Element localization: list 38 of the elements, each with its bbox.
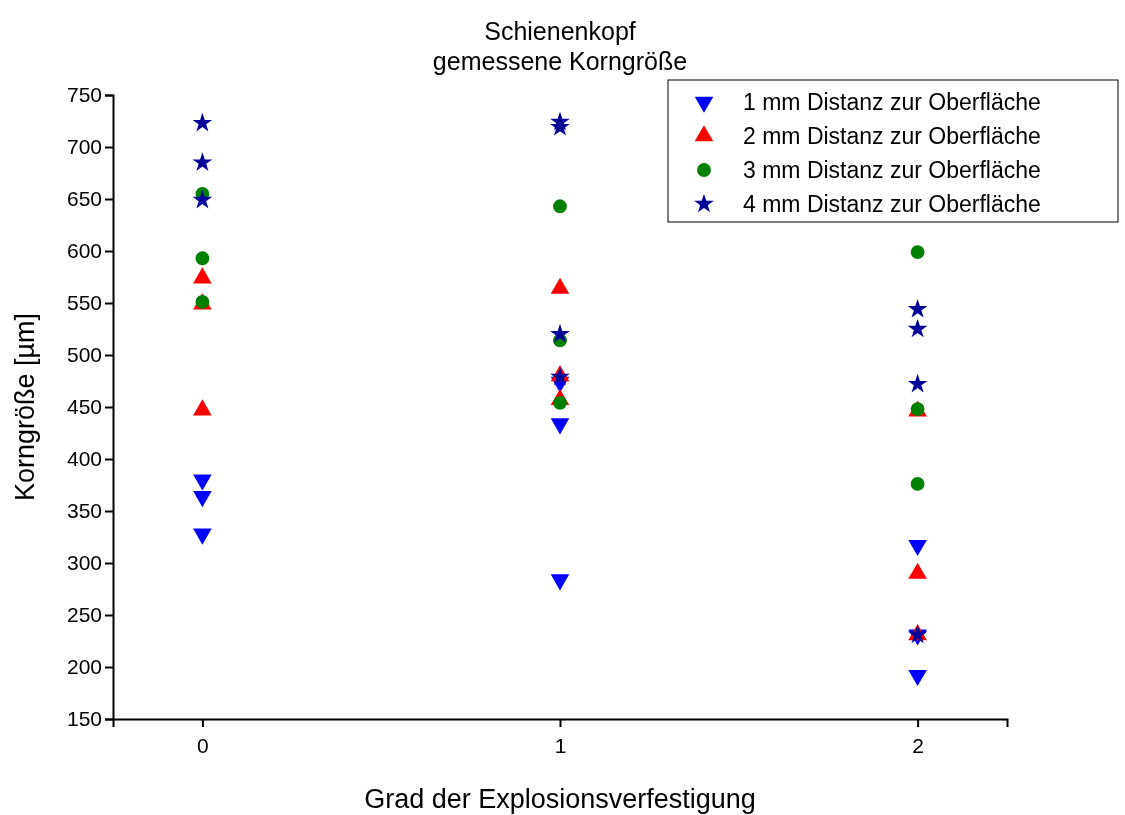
point xyxy=(910,245,925,259)
x-tick-label: 2 xyxy=(912,734,924,758)
point xyxy=(193,267,212,284)
point xyxy=(910,477,925,491)
y-tick-label: 200 xyxy=(66,655,102,679)
point xyxy=(192,112,213,132)
point xyxy=(192,189,213,209)
point xyxy=(908,562,927,579)
point xyxy=(193,399,212,416)
point xyxy=(907,318,928,338)
point xyxy=(907,373,928,393)
point xyxy=(195,251,210,266)
x-tick-label: 0 xyxy=(197,734,209,758)
y-tick-label: 600 xyxy=(66,239,102,263)
y-tick-label: 700 xyxy=(66,135,102,159)
point xyxy=(192,152,213,171)
y-tick-label: 500 xyxy=(66,343,102,367)
point xyxy=(907,298,928,318)
point xyxy=(550,323,570,343)
legend-label: 2 mm Distanz zur Oberfläche xyxy=(743,123,1041,150)
y-tick-label: 150 xyxy=(66,707,102,731)
x-tick-label: 1 xyxy=(554,734,567,758)
y-tick-label: 750 xyxy=(66,83,102,107)
legend-label: 3 mm Distanz zur Oberfläche xyxy=(743,157,1041,184)
y-tick-label: 550 xyxy=(66,291,102,315)
point xyxy=(550,277,570,294)
chart-title: Schienenkopf gemessene Korngröße xyxy=(432,17,688,75)
x-axis-title: Grad der Explosionsverfestigung xyxy=(364,784,756,814)
legend-label: 4 mm Distanz zur Oberfläche xyxy=(743,191,1041,218)
y-tick-label: 250 xyxy=(66,603,102,627)
y-tick-label: 650 xyxy=(66,187,102,211)
y-axis-title: Korngröße [µm] xyxy=(10,312,40,502)
y-tick-label: 300 xyxy=(66,551,102,575)
legend-label: 1 mm Distanz zur Oberfläche xyxy=(743,89,1041,116)
y-tick-label: 350 xyxy=(66,499,102,523)
point xyxy=(553,199,567,214)
y-tick-label: 400 xyxy=(66,447,102,471)
y-tick-label: 450 xyxy=(66,395,102,419)
